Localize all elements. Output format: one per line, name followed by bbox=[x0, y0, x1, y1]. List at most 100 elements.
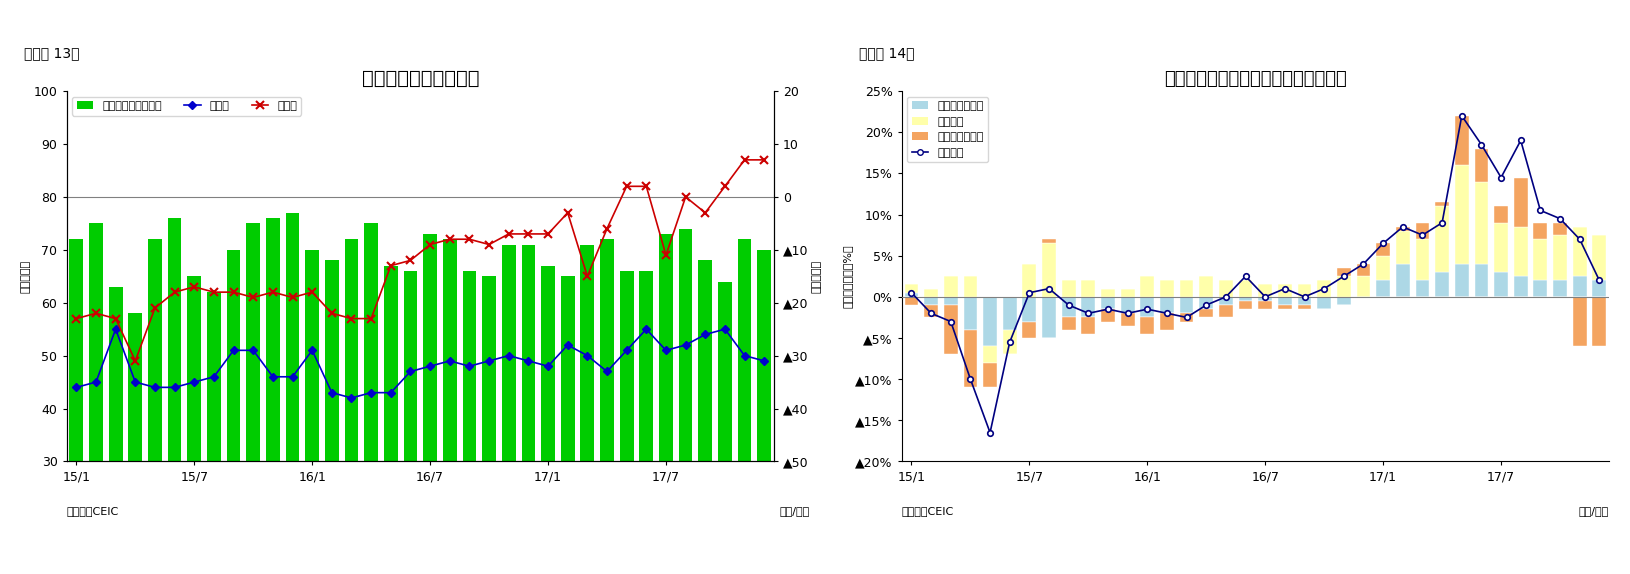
Bar bbox=[1121, 313, 1134, 325]
Bar bbox=[1415, 239, 1430, 280]
Bar bbox=[1061, 297, 1076, 317]
Bar bbox=[1161, 280, 1174, 297]
Bar bbox=[1573, 297, 1586, 346]
Bar bbox=[324, 261, 339, 574]
Bar bbox=[1376, 280, 1390, 297]
Bar bbox=[983, 297, 998, 346]
Bar bbox=[1553, 223, 1566, 235]
Bar bbox=[1200, 309, 1213, 317]
Bar bbox=[963, 276, 978, 297]
Bar bbox=[944, 297, 958, 305]
Bar bbox=[246, 223, 261, 574]
Bar bbox=[363, 223, 378, 574]
Bar bbox=[70, 239, 83, 574]
Bar bbox=[541, 266, 554, 574]
Bar bbox=[1395, 264, 1410, 297]
Bar bbox=[1475, 149, 1488, 181]
Bar bbox=[1258, 301, 1271, 309]
Bar bbox=[385, 266, 398, 574]
Bar bbox=[1456, 165, 1469, 264]
Title: フィリピン　輸出の伸び率（品目別）: フィリピン 輸出の伸び率（品目別） bbox=[1164, 70, 1346, 88]
Bar bbox=[1180, 297, 1193, 313]
Text: （資料）CEIC: （資料）CEIC bbox=[901, 506, 954, 516]
Text: （年/月）: （年/月） bbox=[1579, 506, 1609, 516]
Bar bbox=[1514, 227, 1527, 276]
Bar bbox=[738, 239, 751, 574]
Bar bbox=[1219, 305, 1232, 317]
Bar bbox=[905, 285, 918, 293]
Bar bbox=[1121, 289, 1134, 297]
Bar bbox=[1415, 223, 1430, 239]
Bar bbox=[1593, 280, 1606, 297]
Bar bbox=[1258, 297, 1271, 301]
Bar bbox=[1042, 239, 1056, 243]
Legend: 貿易収支（右目盛）, 輸出額, 輸入額: 貿易収支（右目盛）, 輸出額, 輸入額 bbox=[72, 96, 302, 115]
Bar bbox=[1141, 276, 1154, 297]
Y-axis label: （前年同期比、%）: （前年同期比、%） bbox=[843, 245, 852, 308]
Bar bbox=[1495, 206, 1508, 223]
Bar bbox=[1534, 223, 1547, 239]
Bar bbox=[905, 297, 918, 305]
Bar bbox=[168, 218, 181, 574]
Bar bbox=[1200, 276, 1213, 297]
Bar bbox=[659, 234, 673, 574]
Bar bbox=[1553, 235, 1566, 280]
Text: （図表 14）: （図表 14） bbox=[859, 46, 914, 61]
Bar bbox=[1395, 227, 1410, 231]
Bar bbox=[207, 292, 220, 574]
Title: フィリピンの貿易収支: フィリピンの貿易収支 bbox=[362, 69, 479, 88]
Bar bbox=[1081, 280, 1095, 297]
Bar bbox=[1376, 255, 1390, 280]
Legend: 一次産品・燃料, 電子製品, その他製品など, 輸出合計: 一次産品・燃料, 電子製品, その他製品など, 輸出合計 bbox=[908, 96, 988, 162]
Bar bbox=[463, 271, 476, 574]
Bar bbox=[1593, 235, 1606, 280]
Bar bbox=[1475, 264, 1488, 297]
Bar bbox=[1180, 313, 1193, 321]
Bar bbox=[1102, 289, 1115, 297]
Bar bbox=[109, 287, 122, 574]
Bar bbox=[1436, 272, 1449, 297]
Bar bbox=[1200, 297, 1213, 309]
Bar bbox=[1514, 177, 1527, 227]
Y-axis label: （億ドル）: （億ドル） bbox=[812, 259, 822, 293]
Bar bbox=[1278, 305, 1291, 309]
Bar bbox=[963, 329, 978, 387]
Bar bbox=[561, 276, 574, 574]
Bar bbox=[924, 305, 937, 317]
Text: （年/月）: （年/月） bbox=[779, 506, 810, 516]
Bar bbox=[1356, 276, 1371, 297]
Bar bbox=[758, 250, 771, 574]
Bar bbox=[1022, 321, 1037, 338]
Bar bbox=[1219, 280, 1232, 297]
Bar bbox=[522, 245, 535, 574]
Bar bbox=[1573, 276, 1586, 297]
Bar bbox=[1436, 206, 1449, 272]
Bar bbox=[719, 282, 732, 574]
Bar bbox=[404, 271, 417, 574]
Bar bbox=[344, 239, 359, 574]
Bar bbox=[1317, 297, 1332, 309]
Bar bbox=[963, 297, 978, 329]
Bar bbox=[1534, 239, 1547, 280]
Bar bbox=[1337, 276, 1351, 297]
Bar bbox=[1061, 317, 1076, 329]
Bar bbox=[1258, 285, 1271, 297]
Bar bbox=[1239, 301, 1252, 309]
Bar bbox=[1593, 297, 1606, 346]
Bar bbox=[1102, 309, 1115, 321]
Bar bbox=[424, 234, 437, 574]
Bar bbox=[905, 293, 918, 297]
Bar bbox=[1022, 264, 1037, 297]
Bar bbox=[1002, 329, 1017, 354]
Bar bbox=[600, 239, 615, 574]
Bar bbox=[678, 228, 693, 574]
Bar bbox=[698, 261, 712, 574]
Bar bbox=[1278, 297, 1291, 305]
Bar bbox=[305, 250, 319, 574]
Bar bbox=[1356, 264, 1371, 276]
Bar bbox=[924, 297, 937, 305]
Bar bbox=[1141, 297, 1154, 317]
Bar bbox=[580, 245, 595, 574]
Bar bbox=[1317, 280, 1332, 297]
Bar bbox=[983, 363, 998, 387]
